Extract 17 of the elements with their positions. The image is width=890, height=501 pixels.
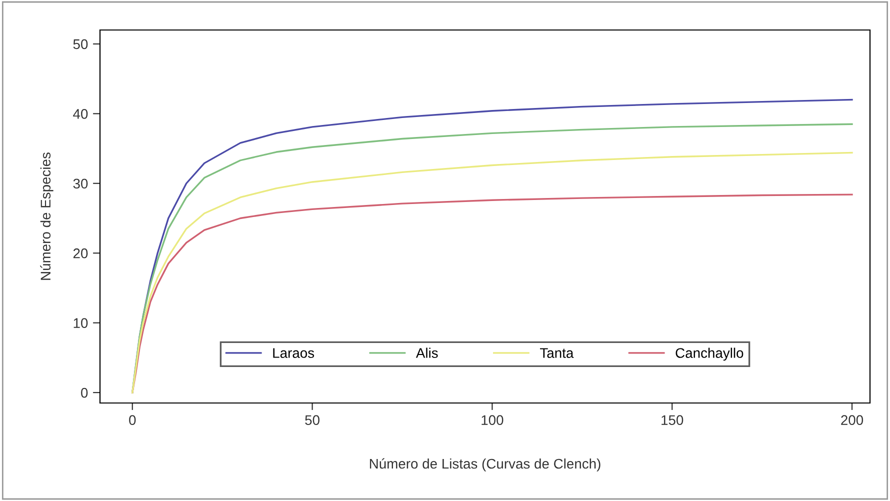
legend-label: Alis [416,348,438,358]
legend-label: Tanta [540,348,574,358]
legend-label: Canchayllo [676,348,744,361]
x-tick-label: 150 [662,415,684,426]
y-tick-label: 50 [73,39,88,50]
x-tick-label: 100 [482,415,504,426]
x-tick-label: 0 [129,415,136,426]
x-tick-label: 50 [305,415,320,426]
y-tick-label: 10 [74,318,88,328]
y-tick-label: 20 [73,248,88,258]
x-axis-title: Número de Listas (Curvas de Clench) [370,458,600,472]
y-tick-label: 40 [73,109,88,119]
x-tick-label: 200 [841,415,864,426]
y-tick-label: 0 [81,388,88,398]
legend-label: Laraos [273,348,314,358]
y-axis-title: Número de Especies [40,152,54,280]
y-tick-label: 30 [73,178,88,189]
